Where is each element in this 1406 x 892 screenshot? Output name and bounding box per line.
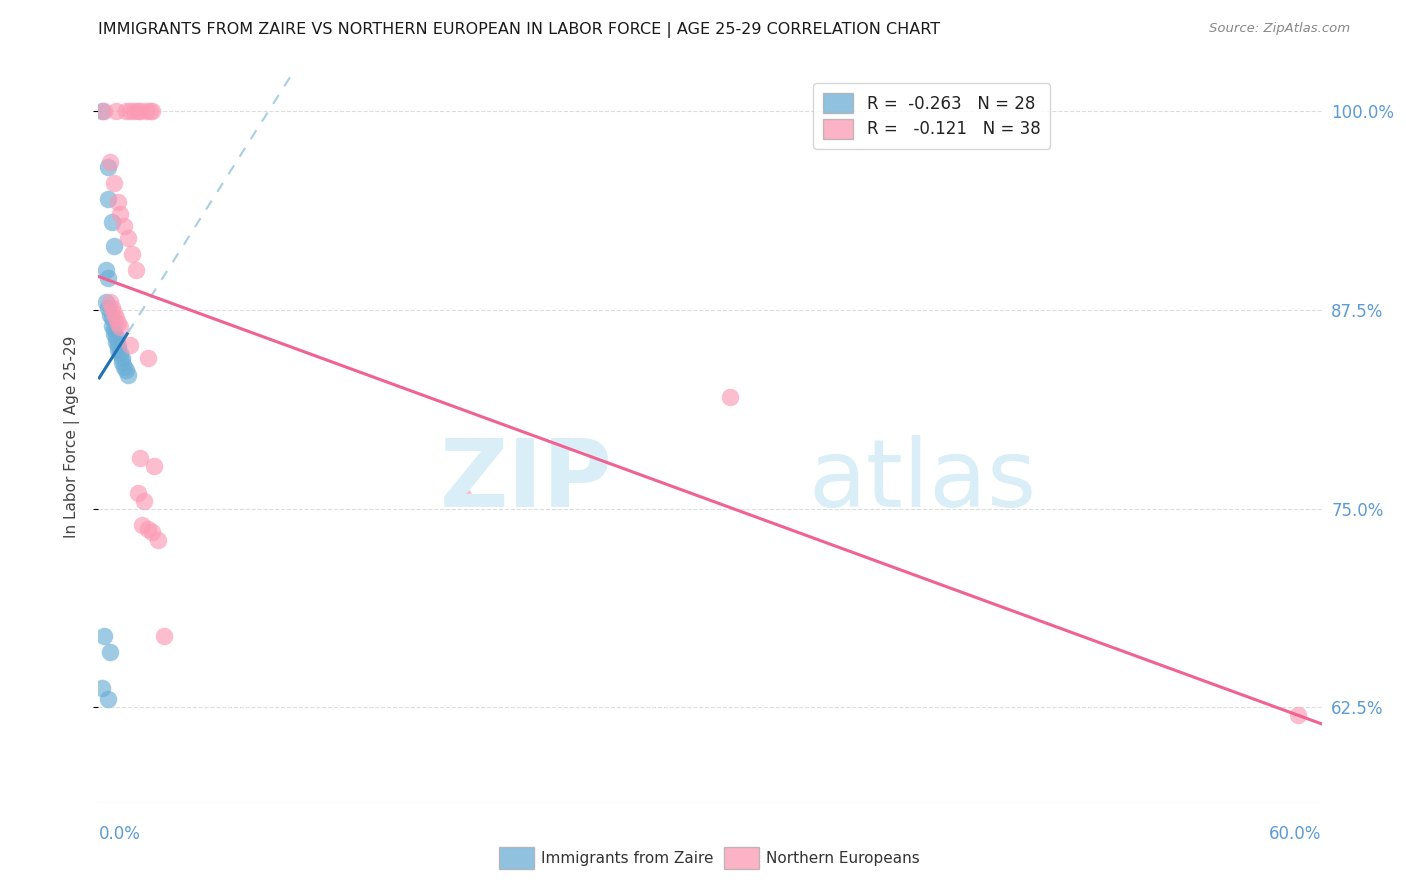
Point (107, 338, 129, 352)
Y-axis label: In Labor Force | Age 25-29: In Labor Force | Age 25-29 (65, 336, 80, 538)
Point (108, 320, 131, 334)
Point (122, 104, 145, 119)
Point (115, 104, 138, 119)
Point (141, 104, 163, 119)
Point (141, 525, 163, 540)
Point (1286, 708, 1309, 723)
Point (107, 316, 129, 330)
Point (91, 681, 114, 696)
Point (98, 294, 121, 309)
Point (96, 294, 118, 309)
Point (97, 160, 120, 174)
Point (97, 271, 120, 285)
Point (101, 318, 124, 333)
Point (115, 363, 138, 377)
Point (103, 176, 125, 190)
Point (142, 458, 165, 473)
Text: ZIP: ZIP (439, 435, 612, 527)
Point (98, 155, 121, 169)
Point (91, 104, 114, 119)
Text: Source: ZipAtlas.com: Source: ZipAtlas.com (1209, 22, 1350, 36)
Point (136, 351, 159, 365)
Point (101, 310, 124, 325)
Point (132, 493, 155, 508)
Point (93, 629, 115, 643)
Text: Immigrants from Zaire: Immigrants from Zaire (541, 851, 714, 865)
Point (128, 104, 150, 119)
Point (105, 334, 128, 349)
Point (97, 692, 120, 706)
Point (103, 239, 125, 253)
Point (98, 308, 121, 322)
Point (136, 522, 159, 536)
Point (135, 104, 157, 119)
Point (108, 346, 131, 360)
Point (117, 368, 139, 382)
Point (97, 301, 120, 316)
Point (117, 231, 139, 245)
Point (112, 219, 135, 233)
Point (111, 355, 134, 369)
Point (103, 306, 125, 320)
Point (105, 310, 128, 325)
Point (93, 104, 115, 119)
Point (131, 517, 153, 532)
Point (101, 301, 124, 316)
Point (98, 645, 121, 659)
Point (152, 629, 174, 643)
Point (107, 194, 129, 209)
Point (96, 263, 118, 277)
Point (101, 215, 124, 229)
Text: atlas: atlas (808, 435, 1036, 527)
Point (111, 351, 134, 365)
Point (105, 104, 128, 119)
Point (97, 192, 120, 206)
Point (105, 330, 128, 344)
Text: 60.0%: 60.0% (1270, 825, 1322, 843)
Point (118, 338, 141, 352)
Point (103, 326, 125, 341)
Legend: R =  -0.263   N = 28, R =   -0.121   N = 38: R = -0.263 N = 28, R = -0.121 N = 38 (813, 83, 1050, 148)
Point (146, 533, 169, 548)
Text: 0.0%: 0.0% (98, 825, 141, 843)
Point (108, 207, 131, 221)
Point (127, 485, 149, 500)
Point (138, 104, 160, 119)
Point (453, 489, 475, 503)
Point (121, 247, 143, 261)
Point (103, 322, 125, 336)
Point (127, 104, 149, 119)
Point (125, 263, 148, 277)
Point (112, 360, 135, 375)
Point (118, 104, 141, 119)
Text: IMMIGRANTS FROM ZAIRE VS NORTHERN EUROPEAN IN LABOR FORCE | AGE 25-29 CORRELATIO: IMMIGRANTS FROM ZAIRE VS NORTHERN EUROPE… (98, 22, 941, 38)
Point (718, 390, 741, 404)
Point (107, 343, 129, 357)
Point (128, 450, 150, 465)
Text: Northern Europeans: Northern Europeans (766, 851, 920, 865)
